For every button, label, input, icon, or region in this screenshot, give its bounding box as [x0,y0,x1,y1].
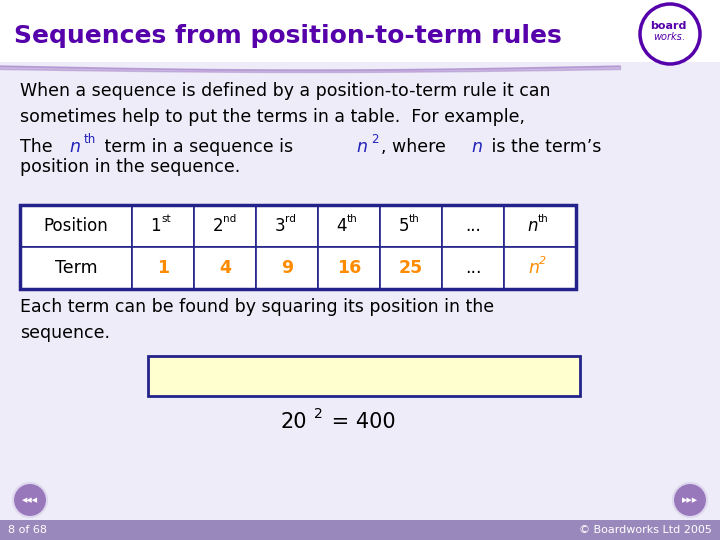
FancyBboxPatch shape [442,205,504,247]
Text: 2: 2 [539,256,546,266]
Text: th: th [538,214,549,224]
Text: 2: 2 [314,407,323,421]
Text: is the term’s: is the term’s [486,138,601,156]
FancyBboxPatch shape [504,247,576,289]
FancyBboxPatch shape [318,247,380,289]
FancyBboxPatch shape [148,356,580,396]
FancyBboxPatch shape [20,247,132,289]
FancyBboxPatch shape [194,247,256,289]
Text: term in a sequence is: term in a sequence is [99,138,299,156]
Circle shape [673,483,707,517]
FancyBboxPatch shape [20,205,132,247]
Text: Each term can be found by squaring its position in the
sequence.: Each term can be found by squaring its p… [20,298,494,342]
Text: ◀◀◀: ◀◀◀ [22,497,38,503]
Text: n: n [69,138,80,156]
Text: The: The [20,138,58,156]
Text: n: n [357,138,368,156]
FancyBboxPatch shape [380,247,442,289]
Text: term in this sequence?: term in this sequence? [354,369,565,387]
Text: th: th [84,133,96,146]
Text: 9: 9 [281,259,293,277]
Circle shape [13,483,47,517]
FancyBboxPatch shape [194,205,256,247]
FancyBboxPatch shape [380,205,442,247]
Text: 3: 3 [274,217,285,235]
FancyBboxPatch shape [442,247,504,289]
Text: board: board [650,21,686,31]
Text: works: works [654,32,683,42]
Text: 2: 2 [212,217,223,235]
Text: ...: ... [677,32,685,42]
FancyBboxPatch shape [0,520,720,540]
Text: = 400: = 400 [325,412,396,432]
Text: Sequences from position-to-term rules: Sequences from position-to-term rules [14,24,562,48]
Text: 8 of 68: 8 of 68 [8,525,47,535]
Text: n: n [472,138,482,156]
Text: 20: 20 [280,412,307,432]
Text: Position: Position [44,217,109,235]
Text: position in the sequence.: position in the sequence. [20,158,240,176]
Text: 5: 5 [398,217,409,235]
Text: 4: 4 [336,217,347,235]
Text: 4: 4 [219,259,231,277]
Text: ▶▶▶: ▶▶▶ [682,497,698,503]
FancyBboxPatch shape [132,247,194,289]
Text: th: th [347,214,358,224]
Text: rd: rd [285,214,296,224]
Text: 25: 25 [399,259,423,277]
Text: What is the 20: What is the 20 [168,369,300,387]
FancyBboxPatch shape [256,205,318,247]
Text: nd: nd [223,214,236,224]
FancyBboxPatch shape [504,205,576,247]
FancyBboxPatch shape [256,247,318,289]
Text: st: st [161,214,171,224]
Text: 16: 16 [337,259,361,277]
Text: ...: ... [464,259,481,277]
FancyBboxPatch shape [318,205,380,247]
Text: © Boardworks Ltd 2005: © Boardworks Ltd 2005 [579,525,712,535]
FancyBboxPatch shape [0,0,720,62]
Text: n: n [528,217,538,235]
Text: th: th [338,364,350,377]
Text: 1: 1 [150,217,161,235]
Text: When a sequence is defined by a position-to-term rule it can
sometimes help to p: When a sequence is defined by a position… [20,82,551,126]
Text: 1: 1 [157,259,169,277]
Circle shape [640,4,700,64]
FancyBboxPatch shape [132,205,194,247]
Text: 2: 2 [371,133,379,146]
Text: , where: , where [381,138,451,156]
Text: n: n [528,259,539,277]
Text: Term: Term [55,259,97,277]
Text: th: th [409,214,420,224]
Text: ...: ... [465,217,481,235]
